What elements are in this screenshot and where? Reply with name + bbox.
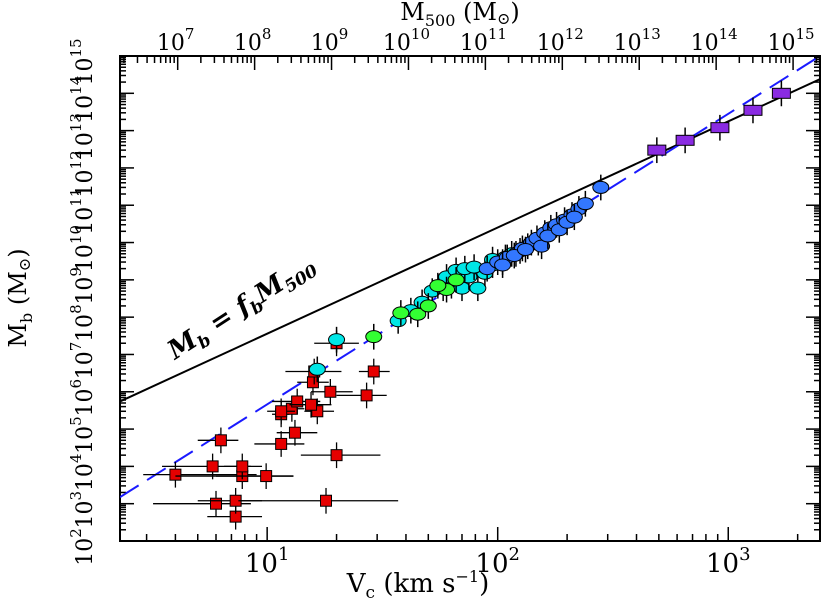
data-points [143, 80, 791, 530]
data-point-circle [576, 197, 594, 211]
data-point-square [275, 437, 288, 450]
data-point-square [710, 122, 730, 134]
top-tick-label: 1014 [691, 25, 738, 56]
data-point-square [210, 497, 223, 510]
data-point-square [305, 398, 318, 411]
data-point-circle [565, 210, 583, 224]
top-tick-label: 108 [234, 25, 272, 56]
y-tick-label: 1011 [67, 188, 98, 235]
y-tick-label: 102 [67, 528, 98, 566]
data-point-square [206, 460, 219, 473]
data-point-circle [419, 299, 437, 313]
data-point-square [260, 470, 273, 483]
data-point-square [647, 144, 667, 156]
data-point-circle [494, 258, 512, 272]
y-tick-label: 1013 [67, 113, 98, 160]
x-tick-label: 102 [475, 544, 520, 579]
data-point-circle [539, 229, 557, 243]
top-tick-label: 107 [157, 25, 195, 56]
data-point-circle [447, 273, 465, 287]
data-point-circle [429, 279, 447, 293]
data-point-square [275, 405, 288, 418]
data-point-square [288, 426, 301, 439]
data-point-square [320, 494, 333, 507]
top-tick-label: 1013 [614, 25, 661, 56]
x-tick-label: 101 [245, 544, 290, 579]
data-point-circle [328, 333, 346, 347]
y-tick-label: 1014 [67, 76, 98, 123]
data-point-square [675, 134, 695, 146]
top-axis-label: M500 (M⊙) [400, 0, 519, 30]
data-point-square [291, 395, 304, 408]
y-tick-label: 103 [67, 491, 98, 529]
data-point-circle [592, 180, 610, 194]
data-point-square [743, 104, 763, 116]
baryon-fraction-line [120, 78, 820, 403]
top-tick-label: 1010 [383, 25, 430, 56]
y-tick-label: 105 [67, 416, 98, 454]
left-axis-label: Mb (M⊙) [4, 248, 36, 347]
top-tick-label: 1015 [768, 25, 815, 56]
data-point-square [330, 449, 343, 462]
y-tick-label: 109 [67, 267, 98, 305]
data-point-circle [469, 281, 487, 295]
top-tick-label: 1011 [460, 25, 507, 56]
data-point-circle [409, 307, 427, 321]
data-point-square [360, 389, 373, 402]
data-point-circle [365, 330, 383, 344]
y-tick-label: 104 [67, 454, 98, 492]
model-lines [120, 56, 820, 498]
data-point-circle [517, 243, 535, 257]
x-tick-label: 103 [706, 544, 751, 579]
y-tick-label: 107 [67, 342, 98, 380]
relation-annotation: Mb = fbM500 [162, 249, 322, 370]
y-tick-label: 1010 [67, 225, 98, 272]
data-point-circle [308, 362, 326, 376]
top-tick-label: 1012 [537, 25, 584, 56]
data-point-square [311, 405, 324, 418]
fit-line-dashed [120, 56, 820, 498]
ticks-layer [120, 55, 820, 542]
y-tick-label: 106 [67, 379, 98, 417]
tick-labels: 101 102 1031021031041051061071081091010101… [67, 25, 815, 579]
top-tick-label: 109 [311, 25, 349, 56]
y-tick-label: 108 [67, 304, 98, 342]
data-point-square [324, 385, 337, 398]
data-point-square [169, 468, 182, 481]
y-tick-label: 1015 [67, 38, 98, 85]
data-point-square [771, 87, 791, 99]
data-point-square [236, 460, 249, 473]
data-point-square [214, 434, 227, 447]
data-point-square [367, 365, 380, 378]
data-point-circle [392, 306, 410, 320]
plot-frame [119, 55, 821, 542]
y-tick-label: 1012 [67, 150, 98, 197]
bottom-axis-label: Vc (km s−1) [346, 567, 490, 599]
